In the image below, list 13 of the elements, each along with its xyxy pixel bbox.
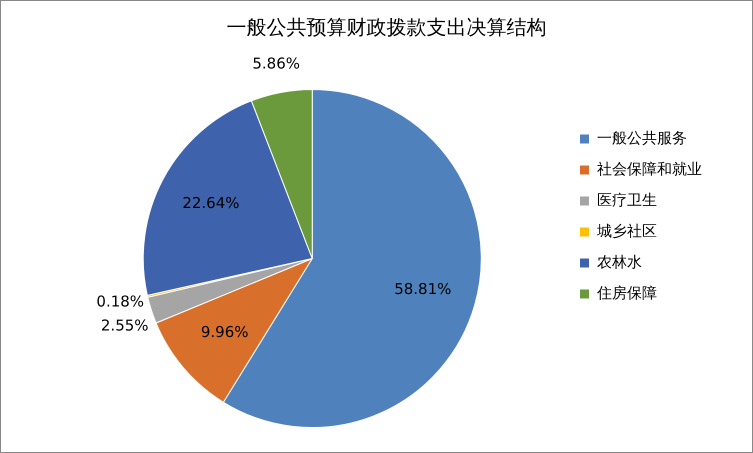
legend-label: 农林水 xyxy=(597,252,642,271)
data-label: 2.55% xyxy=(100,316,149,334)
data-label: 5.86% xyxy=(252,54,300,73)
data-label: 58.81% xyxy=(394,280,452,298)
legend-label: 医疗卫生 xyxy=(597,190,657,209)
legend-label: 城乡社区 xyxy=(596,222,657,240)
data-label: 9.96% xyxy=(200,322,249,341)
chart-title: 一般公共预算财政拨款支出决算结构 xyxy=(226,15,546,40)
legend-label: 住房保障 xyxy=(596,284,657,302)
data-label: 22.64% xyxy=(182,194,240,212)
legend-label: 一般公共服务 xyxy=(597,128,687,147)
legend-label: 社会保障和就业 xyxy=(597,160,702,178)
data-label: 0.18% xyxy=(96,292,144,310)
